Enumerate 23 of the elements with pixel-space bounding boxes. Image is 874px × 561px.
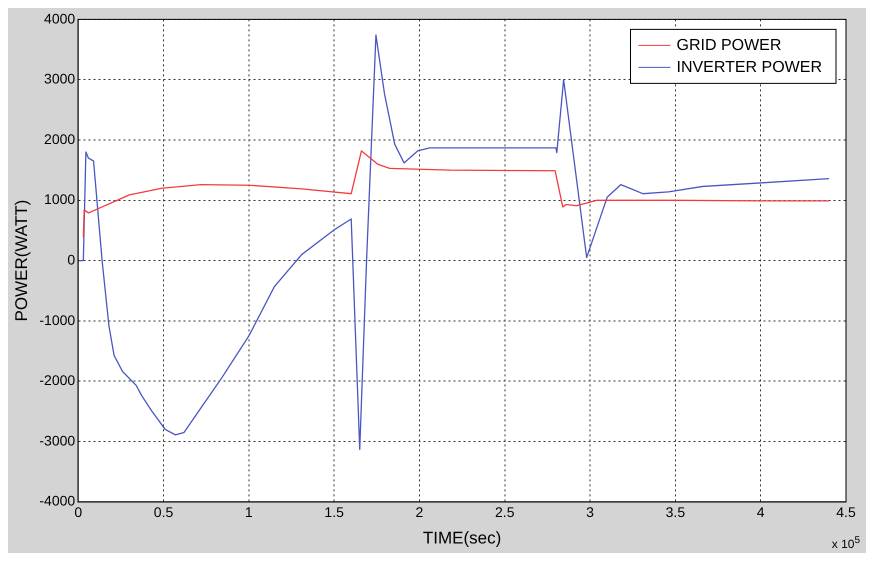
- x-axis-title: TIME(sec): [422, 528, 502, 548]
- y-tick-label: 4000: [44, 10, 76, 26]
- y-axis-title: POWER(WATT): [12, 200, 31, 322]
- x-tick-label: 3.5: [666, 504, 686, 520]
- x-tick-label: 3: [586, 504, 594, 520]
- y-tick-label: 3000: [44, 70, 76, 87]
- text: x 10$^{5}$: [832, 535, 860, 551]
- legend-label: GRID POWER: [676, 36, 782, 54]
- x-tick-label: 2.5: [495, 504, 515, 520]
- x-tick-label: 4: [756, 504, 765, 520]
- y-tick-label: -4000: [39, 492, 76, 509]
- y-tick-label: 0: [67, 251, 76, 268]
- y-tick-label: -3000: [39, 432, 76, 448]
- x-tick-label: 0.5: [154, 504, 174, 520]
- x-tick-label: 1.5: [324, 504, 344, 520]
- legend-label: INVERTER POWER: [676, 58, 822, 76]
- y-tick-label: 2000: [44, 130, 76, 147]
- y-tick-label: -1000: [39, 312, 76, 328]
- y-tick-label: -2000: [39, 372, 76, 388]
- x-tick-label: 2: [416, 504, 424, 520]
- x-tick-label: 1: [244, 504, 253, 520]
- x-tick-label: 4.5: [836, 504, 856, 520]
- y-tick-label: 1000: [44, 191, 76, 208]
